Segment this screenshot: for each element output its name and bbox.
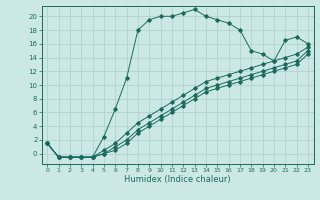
X-axis label: Humidex (Indice chaleur): Humidex (Indice chaleur) xyxy=(124,175,231,184)
